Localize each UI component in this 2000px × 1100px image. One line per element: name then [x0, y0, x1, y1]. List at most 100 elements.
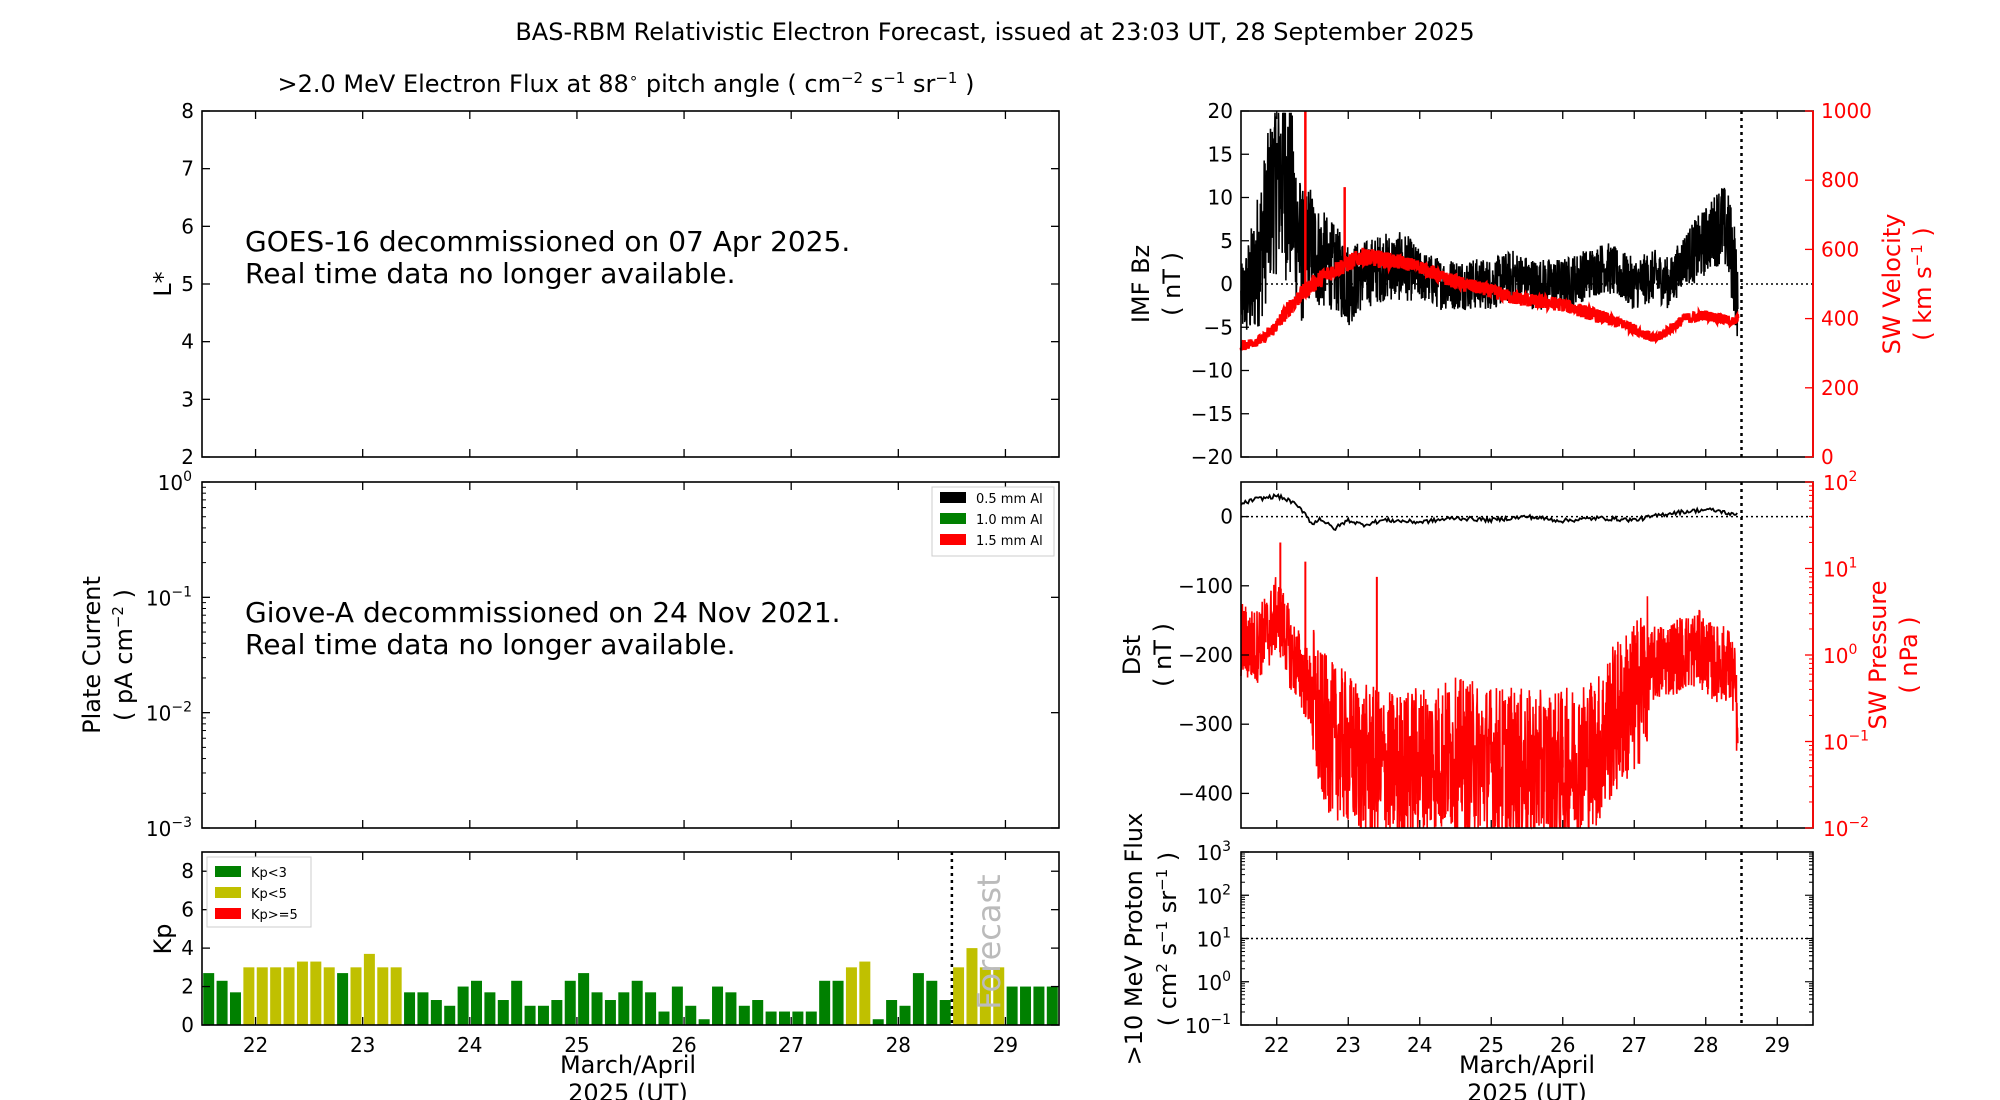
kp-bar — [926, 980, 938, 1025]
kp-bar — [404, 992, 416, 1025]
kp-bar — [979, 967, 991, 1025]
kp-bar — [993, 967, 1005, 1025]
electron-flux-title: >2.0 MeV Electron Flux at 88∘ pitch angl… — [278, 69, 975, 98]
kp-bar — [551, 1000, 563, 1025]
x-tick-label: 27 — [1622, 1033, 1647, 1057]
kp-xlabel-line1: March/April — [560, 1051, 696, 1079]
electron-flux-ylabel: L* — [149, 271, 177, 296]
kp-frame — [201, 851, 1060, 1026]
kp-bar — [832, 980, 844, 1025]
kp-bar — [270, 967, 282, 1025]
tick-base: 10 — [1823, 471, 1848, 495]
kp-bar — [899, 1005, 911, 1025]
sw-velocity-line — [1239, 247, 1740, 351]
legend-swatch — [940, 513, 966, 524]
y-tick-label: 101 — [1823, 556, 1857, 582]
y-tick-label: 100 — [158, 469, 192, 495]
kp-bar — [390, 967, 402, 1025]
electron-flux-x-ticks — [254, 111, 1007, 457]
kp-bar — [939, 1000, 951, 1025]
legend-label: 0.5 mm Al — [976, 492, 1043, 507]
plate-current-ylabel-line2: ( pA cm−2 ) — [109, 589, 138, 721]
kp-bar — [819, 980, 831, 1025]
dst-ylabel-line2: ( nT ) — [1149, 623, 1177, 687]
kp-bar — [337, 973, 349, 1025]
y-tick-label: 0 — [1220, 272, 1233, 296]
dst-data — [1240, 482, 1813, 830]
y-tick-label: 4 — [181, 936, 194, 960]
sw-velocity-ylabel-line1: SW Velocity — [1878, 214, 1906, 355]
y-tick-label: 10−2 — [146, 700, 192, 726]
tick-exponent: −3 — [171, 815, 192, 831]
y-tick-label: −300 — [1178, 712, 1233, 736]
legend-label: Kp<5 — [251, 887, 287, 902]
kp-bar — [698, 1019, 710, 1025]
kp-x-ticks: 22 23 24 25 26 27 28 29 — [243, 852, 1018, 1057]
kp-bar — [296, 961, 308, 1025]
sw-pressure-ylabel-line2: ( nPa ) — [1895, 616, 1923, 693]
y-tick-label: 102 — [1823, 469, 1857, 495]
kp-bar — [631, 980, 643, 1025]
kp-bar — [216, 980, 228, 1025]
y-tick-label: 4 — [181, 330, 194, 354]
kp-bar — [618, 992, 630, 1025]
tick-exponent: −1 — [1210, 1012, 1231, 1028]
sw-pressure-line — [1240, 577, 1739, 830]
kp-ylabel: Kp — [149, 924, 177, 955]
kp-bar — [524, 1005, 536, 1025]
kp-bar — [578, 973, 590, 1025]
imf-ylabel-line1: IMF Bz — [1127, 245, 1155, 323]
tick-exponent: −2 — [171, 700, 192, 716]
kp-bar — [658, 1011, 670, 1025]
legend-label: Kp<3 — [251, 866, 287, 881]
figure-title: BAS-RBM Relativistic Electron Forecast, … — [515, 18, 1474, 46]
kp-bar — [256, 967, 268, 1025]
y-tick-label: −200 — [1178, 643, 1233, 667]
kp-bar — [859, 961, 871, 1025]
kp-bar — [1020, 986, 1032, 1025]
electron-flux-panel: >2.0 MeV Electron Flux at 88∘ pitch angl… — [149, 69, 1060, 469]
tick-base: 10 — [146, 702, 171, 726]
kp-bar — [752, 1000, 764, 1025]
dst-line — [1240, 492, 1738, 531]
y2-tick-label: 600 — [1821, 237, 1859, 261]
y-tick-label: 10 — [1208, 186, 1233, 210]
kp-bars — [203, 948, 1058, 1025]
y-tick-label: 5 — [1220, 229, 1233, 253]
tick-base: 10 — [146, 817, 171, 841]
legend-swatch — [215, 887, 241, 898]
kp-bar — [1046, 986, 1058, 1025]
kp-bar — [471, 980, 483, 1025]
y-tick-label: 15 — [1208, 142, 1233, 166]
x-tick-label: 24 — [457, 1033, 482, 1057]
kp-bar — [377, 967, 389, 1025]
electron-flux-y-ticks: 2 3 4 5 6 7 8 — [181, 99, 1059, 469]
x-tick-label: 25 — [1479, 1033, 1504, 1057]
tick-exponent: −1 — [171, 584, 192, 600]
tick-base: 10 — [1197, 884, 1222, 908]
tick-exponent: 0 — [1222, 969, 1231, 985]
kp-bar — [725, 992, 737, 1025]
x-tick-label: 22 — [1264, 1033, 1289, 1057]
kp-bar — [497, 1000, 509, 1025]
tick-base: 10 — [146, 586, 171, 610]
kp-bar — [778, 1011, 790, 1025]
kp-forecast-label: Forecast — [970, 874, 1008, 1009]
tick-base: 10 — [1823, 817, 1848, 841]
plate-current-message-line1: Giove-A decommissioned on 24 Nov 2021. — [245, 596, 841, 629]
dst-x-ticks — [1276, 482, 1778, 828]
tick-exponent: 1 — [1222, 926, 1231, 942]
kp-bar — [805, 1011, 817, 1025]
y-tick-label: 2 — [181, 445, 194, 469]
kp-bar — [537, 1005, 549, 1025]
imf-bz-line — [1240, 112, 1739, 337]
y2-tick-label: 400 — [1821, 307, 1859, 331]
y-tick-label: −100 — [1178, 574, 1233, 598]
y-tick-label: −15 — [1191, 402, 1233, 426]
y-tick-label: 10−1 — [146, 584, 192, 610]
tick-exponent: 0 — [183, 469, 192, 485]
kp-legend: Kp<3 Kp<5 Kp>=5 — [206, 856, 312, 928]
